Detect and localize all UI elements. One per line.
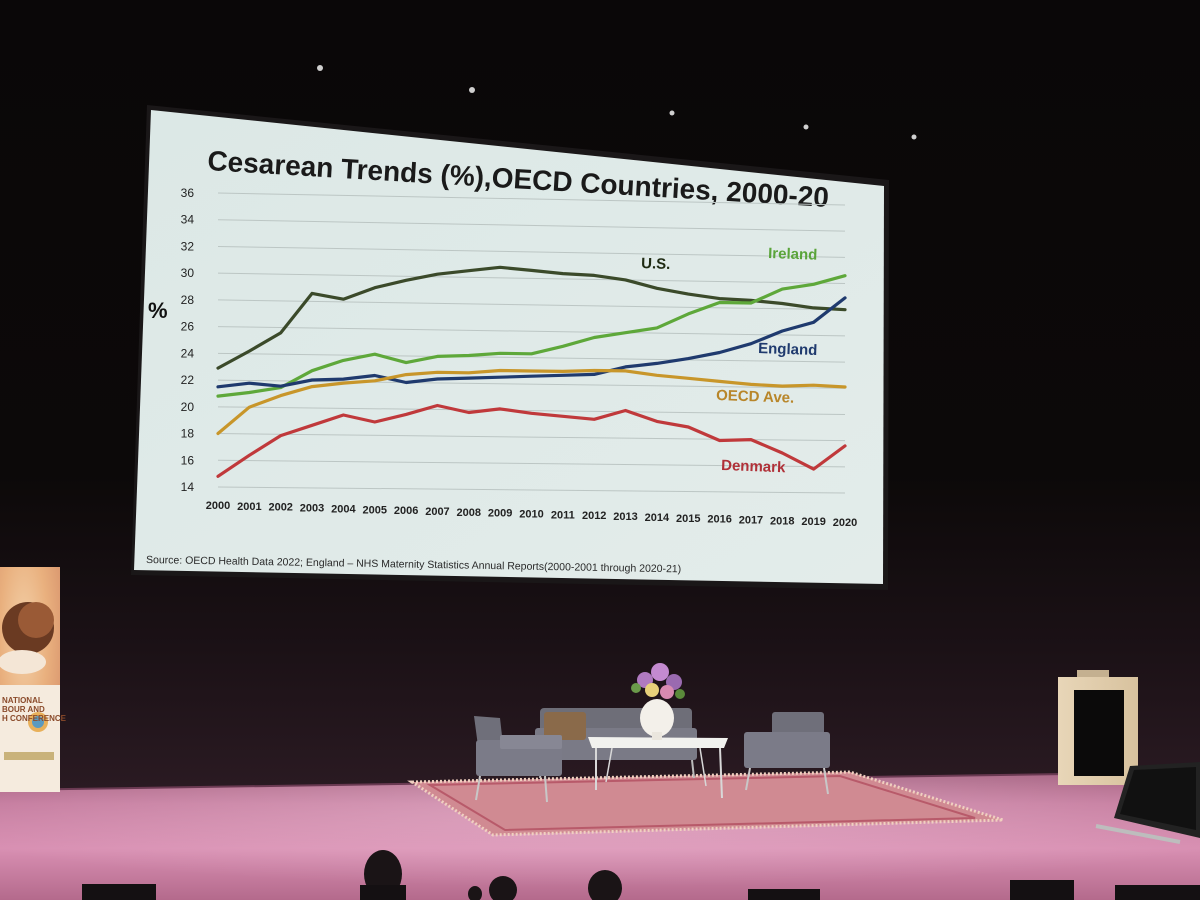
x-tick-label: 2010: [519, 509, 543, 521]
x-tick-label: 2017: [739, 514, 763, 526]
y-tick-label: 28: [181, 293, 195, 307]
ceiling-light: [469, 87, 475, 93]
banner-line: NATIONAL: [2, 696, 43, 705]
audience-head: [489, 876, 517, 900]
x-tick-label: 2011: [551, 509, 575, 521]
series-line: [216, 265, 847, 370]
y-tick-label: 18: [181, 427, 195, 441]
x-tick-label: 2018: [770, 515, 794, 527]
x-tick-label: 2001: [237, 501, 261, 513]
gridline: [217, 486, 846, 494]
series-line: [216, 296, 847, 389]
x-tick-label: 2012: [582, 510, 606, 522]
x-tick-label: 2002: [268, 502, 292, 514]
x-tick-label: 2005: [363, 504, 387, 516]
gridline: [217, 379, 846, 389]
y-tick-label: 22: [181, 373, 195, 387]
x-tick-label: 2015: [676, 513, 700, 525]
y-tick-label: 14: [181, 480, 195, 494]
armchair-left: [474, 716, 562, 803]
stage-monitor: [1095, 762, 1200, 844]
gridline: [217, 299, 846, 311]
coffee-table: [588, 737, 728, 799]
armchair-right: [744, 712, 830, 795]
x-tick-label: 2009: [488, 508, 512, 520]
audience-head: [588, 870, 622, 900]
x-tick-label: 2020: [833, 517, 857, 529]
series-label: England: [758, 340, 818, 359]
series-label: Denmark: [721, 457, 786, 476]
series-label: Ireland: [768, 245, 818, 264]
x-tick-label: 2004: [331, 503, 356, 515]
ceiling-light: [803, 124, 809, 130]
x-tick-label: 2003: [300, 503, 324, 515]
y-tick-label: 26: [181, 320, 195, 334]
y-tick-label: 32: [181, 239, 195, 253]
series-label: U.S.: [641, 255, 671, 273]
y-tick-label: 36: [181, 186, 195, 200]
gridline: [217, 459, 846, 468]
gridline: [217, 219, 846, 232]
gridline: [217, 352, 846, 363]
y-tick-label: 24: [181, 346, 195, 360]
banner-line: BOUR AND: [2, 705, 45, 714]
x-tick-label: 2016: [707, 514, 731, 526]
gridline: [217, 406, 846, 415]
y-tick-label: 16: [181, 453, 195, 467]
y-axis-label: %: [148, 298, 168, 323]
gridline: [217, 326, 846, 337]
ceiling-light: [317, 65, 323, 71]
audience: [82, 850, 1200, 900]
y-tick-label: 30: [181, 266, 195, 280]
series-line: [216, 368, 847, 436]
conference-banner: [0, 567, 60, 792]
series-line: [216, 274, 847, 398]
x-tick-label: 2019: [801, 516, 825, 528]
gridline: [217, 272, 846, 285]
gridline: [217, 192, 846, 206]
x-tick-label: 2000: [206, 500, 230, 512]
rug-border: [426, 774, 976, 832]
x-tick-label: 2008: [457, 507, 481, 519]
x-tick-label: 2007: [425, 506, 449, 518]
x-tick-label: 2013: [613, 511, 637, 523]
podium: [1058, 670, 1138, 785]
x-tick-label: 2006: [394, 505, 418, 517]
y-tick-label: 20: [181, 400, 195, 414]
chart-source: Source: OECD Health Data 2022; England –…: [146, 554, 681, 575]
ceiling-light: [669, 110, 675, 116]
gridline: [217, 245, 846, 258]
flower-vase: [631, 663, 685, 740]
ceiling-lights: [317, 65, 917, 140]
audience-head: [468, 886, 482, 900]
series-label: OECD Ave.: [716, 387, 795, 407]
y-tick-label: 34: [181, 213, 195, 227]
banner-line: H CONFERENCE: [2, 714, 67, 723]
ceiling-light: [911, 134, 917, 140]
series-line: [216, 403, 847, 478]
x-tick-label: 2014: [645, 512, 670, 524]
